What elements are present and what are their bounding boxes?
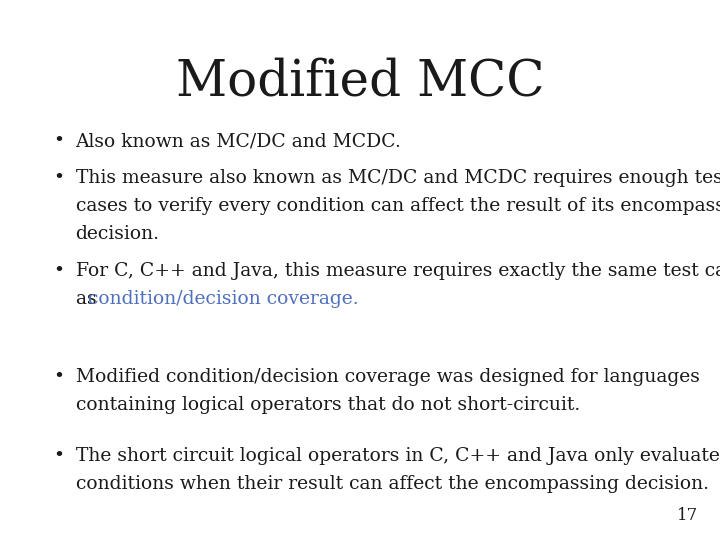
- Text: as: as: [76, 290, 102, 308]
- Text: 17: 17: [677, 507, 698, 524]
- Text: •: •: [53, 447, 65, 464]
- Text: containing logical operators that do not short-circuit.: containing logical operators that do not…: [76, 396, 580, 414]
- Text: Modified condition/decision coverage was designed for languages: Modified condition/decision coverage was…: [76, 368, 699, 386]
- Text: decision.: decision.: [76, 225, 160, 243]
- Text: conditions when their result can affect the encompassing decision.: conditions when their result can affect …: [76, 475, 708, 492]
- Text: condition/decision coverage.: condition/decision coverage.: [88, 290, 359, 308]
- Text: •: •: [53, 169, 65, 187]
- Text: •: •: [53, 132, 65, 150]
- Text: The short circuit logical operators in C, C++ and Java only evaluate: The short circuit logical operators in C…: [76, 447, 719, 464]
- Text: This measure also known as MC/DC and MCDC requires enough test: This measure also known as MC/DC and MCD…: [76, 169, 720, 187]
- Text: For C, C++ and Java, this measure requires exactly the same test cases: For C, C++ and Java, this measure requir…: [76, 262, 720, 280]
- Text: •: •: [53, 262, 65, 280]
- Text: Also known as MC/DC and MCDC.: Also known as MC/DC and MCDC.: [76, 132, 402, 150]
- Text: •: •: [53, 368, 65, 386]
- Text: cases to verify every condition can affect the result of its encompassing: cases to verify every condition can affe…: [76, 197, 720, 215]
- Text: Modified MCC: Modified MCC: [176, 57, 544, 106]
